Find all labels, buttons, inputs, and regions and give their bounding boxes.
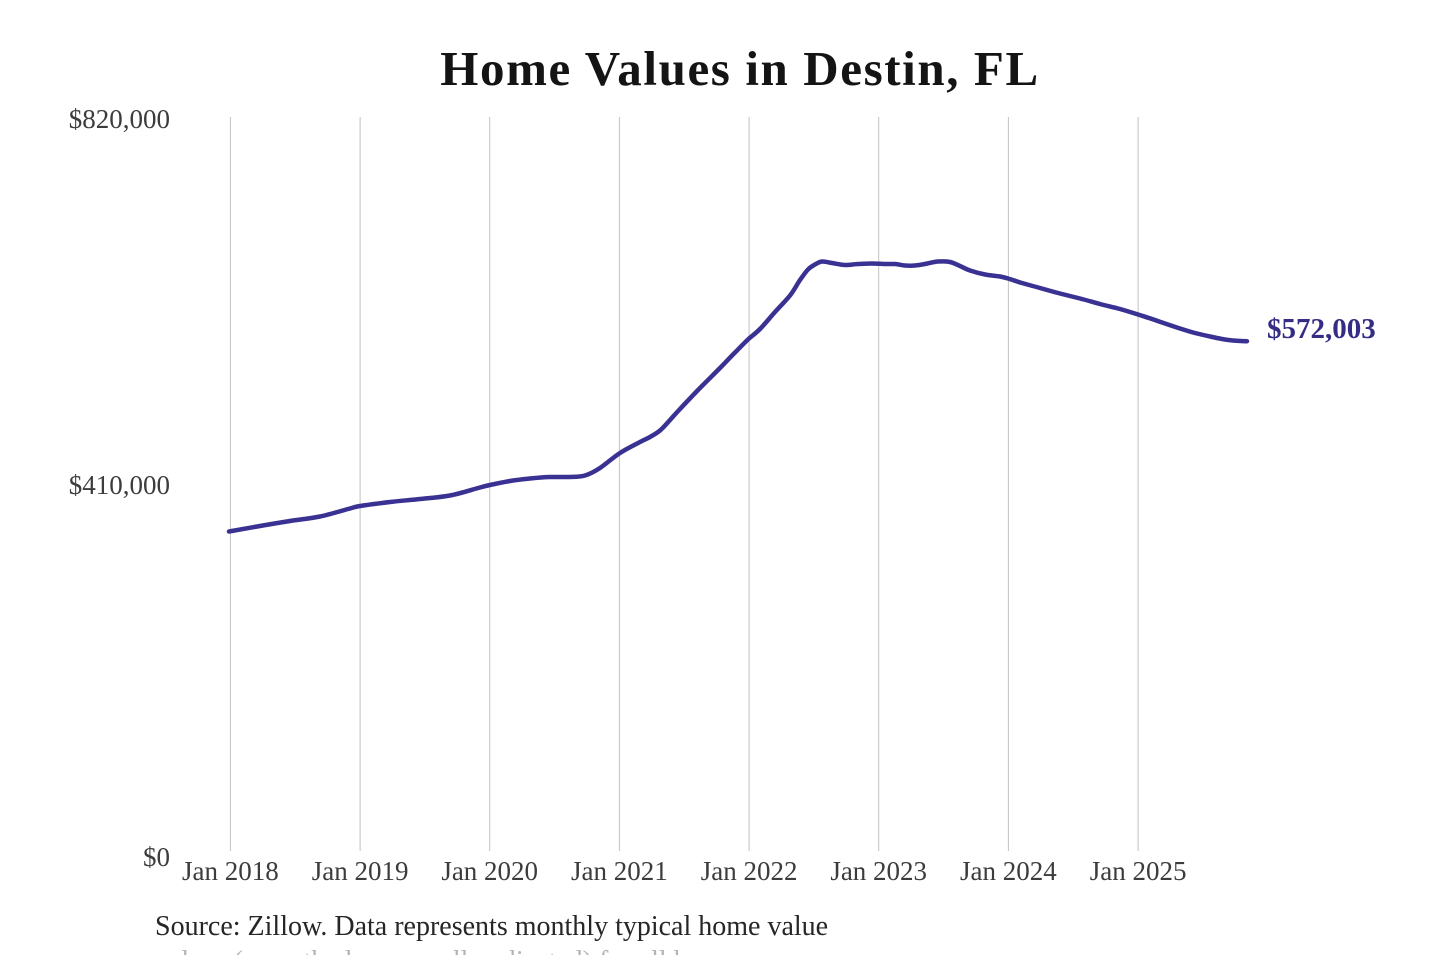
svg-text:$410,000: $410,000 — [69, 470, 170, 500]
svg-text:Jan 2022: Jan 2022 — [701, 856, 798, 886]
svg-text:Jan 2020: Jan 2020 — [441, 856, 538, 886]
svg-text:Jan 2019: Jan 2019 — [312, 856, 409, 886]
svg-text:Jan 2018: Jan 2018 — [182, 856, 279, 886]
svg-text:Jan 2021: Jan 2021 — [571, 856, 668, 886]
svg-text:$820,000: $820,000 — [69, 104, 170, 134]
svg-text:Source: Zillow. Data represent: Source: Zillow. Data represents monthly … — [155, 911, 828, 942]
svg-text:Home Values in Destin, FL: Home Values in Destin, FL — [440, 41, 1039, 96]
svg-text:Jan 2025: Jan 2025 — [1090, 856, 1187, 886]
svg-text:$572,003: $572,003 — [1267, 313, 1376, 345]
svg-text:$0: $0 — [143, 842, 170, 872]
svg-text:Jan 2024: Jan 2024 — [960, 856, 1057, 886]
svg-text:Jan 2023: Jan 2023 — [830, 856, 927, 886]
